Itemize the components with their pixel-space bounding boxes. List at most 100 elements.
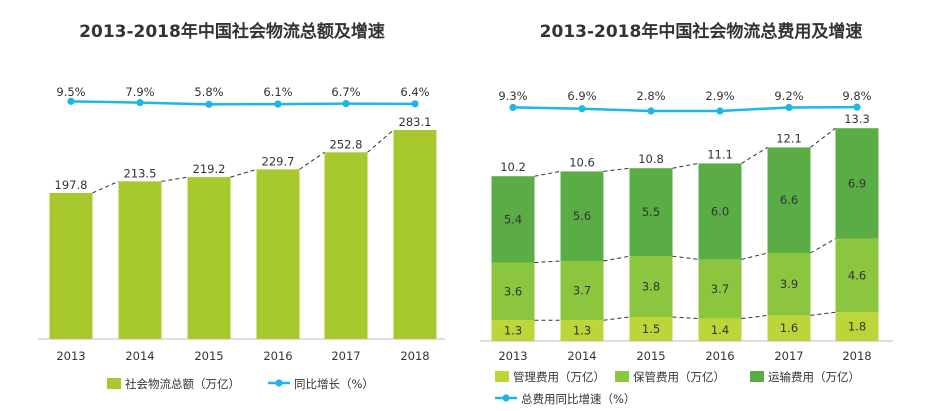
legend-label-total: 社会物流总额（万亿） (125, 377, 240, 391)
growth-point-right (716, 107, 724, 115)
dashed-connector-right (672, 162, 699, 169)
growth-label-right: 2.9% (705, 89, 734, 103)
stack-segment-right (767, 147, 811, 253)
legend-label-cost-growth: 总费用同比增速（%） (521, 392, 635, 406)
x-tick-label-left: 2013 (56, 349, 85, 363)
growth-label-left: 5.8% (194, 85, 223, 99)
segment-value-label-right: 4.6 (848, 268, 866, 282)
x-tick-label-left: 2015 (194, 349, 223, 363)
bar-left (187, 177, 231, 339)
x-tick-label-right: 2014 (567, 349, 596, 363)
legend-swatch-cost (615, 371, 629, 382)
segment-value-label-right: 3.9 (780, 277, 798, 291)
bar-value-label-left: 213.5 (124, 166, 157, 180)
dashed-connector-left (161, 176, 188, 182)
stack-segment-right (629, 168, 673, 257)
x-tick-label-left: 2016 (263, 349, 292, 363)
total-value-label-right: 10.8 (638, 152, 664, 166)
x-tick-label-right: 2015 (636, 349, 665, 363)
growth-point-left (67, 97, 75, 105)
segment-value-label-right: 1.8 (848, 320, 866, 334)
dashed-connector-right (534, 170, 561, 177)
growth-point-left (274, 100, 282, 108)
growth-point-left (342, 100, 350, 108)
dashed-connector-right (603, 316, 630, 321)
growth-point-left (411, 100, 419, 108)
bar-left (118, 181, 162, 339)
dashed-connector-right (810, 311, 836, 316)
x-tick-label-right: 2018 (842, 349, 871, 363)
stack-segment-right (629, 256, 673, 317)
stack-segment-right (835, 312, 879, 341)
segment-value-label-right: 5.6 (573, 209, 591, 223)
x-tick-label-right: 2016 (705, 349, 734, 363)
growth-label-right: 6.9% (567, 89, 596, 103)
bar-value-label-left: 197.8 (55, 178, 88, 192)
stack-segment-right (629, 317, 673, 341)
segment-value-label-right: 3.7 (573, 284, 591, 298)
growth-label-left: 7.9% (125, 85, 154, 99)
growth-label-left: 6.1% (263, 85, 292, 99)
bar-value-label-left: 229.7 (262, 154, 295, 168)
x-tick-label-left: 2014 (125, 349, 154, 363)
segment-value-label-right: 3.8 (642, 280, 660, 294)
legend-label-growth: 同比增长（%） (294, 377, 374, 391)
growth-line-right (512, 105, 858, 113)
dashed-connector-left (367, 129, 394, 153)
growth-label-left: 6.7% (331, 85, 360, 99)
stack-segment-right (560, 320, 604, 341)
dashed-connector-right (672, 316, 699, 320)
stack-segment-right (560, 171, 604, 261)
stack-segment-right (835, 238, 879, 313)
stack-segment-right (491, 262, 535, 321)
growth-line-left (70, 100, 416, 106)
legend-label-cost: 保管费用（万亿） (633, 370, 725, 384)
x-tick-label-right: 2013 (498, 349, 527, 363)
bar-left (324, 152, 368, 339)
dashed-connector-right (810, 127, 836, 148)
segment-value-label-right: 6.9 (848, 176, 866, 190)
dashed-connector-right (810, 238, 836, 254)
chart-title-right: 2013-2018年中国社会物流总费用及增速 (540, 21, 863, 42)
bar-value-label-left: 219.2 (193, 162, 226, 176)
segment-value-label-right: 6.0 (711, 204, 729, 218)
segment-value-label-right: 1.6 (780, 321, 798, 335)
growth-point-right (785, 103, 793, 112)
segment-value-label-right: 3.7 (711, 282, 729, 296)
stack-segment-right (698, 163, 742, 260)
growth-point-right (853, 103, 861, 111)
growth-label-left: 6.4% (400, 85, 429, 99)
total-value-label-right: 10.6 (569, 155, 595, 169)
chart-title-left: 2013-2018年中国社会物流总额及增速 (79, 21, 385, 42)
segment-value-label-right: 3.6 (504, 284, 522, 298)
dashed-connector-right (534, 260, 561, 264)
bar-value-label-left: 283.1 (399, 115, 432, 129)
bar-left (393, 129, 437, 339)
growth-label-right: 9.8% (842, 89, 871, 103)
total-value-label-right: 11.1 (707, 147, 733, 161)
segment-value-label-right: 5.5 (642, 205, 660, 219)
legend-marker-growth (275, 379, 283, 387)
bar-left (256, 169, 300, 339)
stack-segment-right (767, 253, 811, 316)
total-value-label-right: 10.2 (500, 160, 526, 174)
segment-value-label-right: 1.4 (711, 323, 729, 337)
segment-value-label-right: 1.5 (642, 322, 660, 336)
segment-value-label-right: 1.3 (573, 324, 591, 338)
growth-point-right (578, 105, 586, 113)
stack-segment-right (835, 128, 879, 239)
stack-segment-right (698, 318, 742, 341)
x-tick-label-right: 2017 (774, 349, 803, 363)
dashed-connector-right (603, 167, 630, 172)
x-tick-label-left: 2017 (331, 349, 360, 363)
dashed-connector-right (741, 252, 768, 260)
total-value-label-right: 13.3 (844, 112, 870, 126)
total-value-label-right: 12.1 (776, 131, 802, 145)
legend-marker-cost-growth (502, 394, 510, 402)
growth-label-right: 2.8% (636, 89, 665, 103)
growth-point-left (136, 99, 144, 107)
growth-label-right: 9.2% (774, 89, 803, 103)
stack-segment-right (698, 259, 742, 319)
segment-value-label-right: 6.6 (780, 193, 798, 207)
legend-swatch-cost (495, 371, 509, 382)
